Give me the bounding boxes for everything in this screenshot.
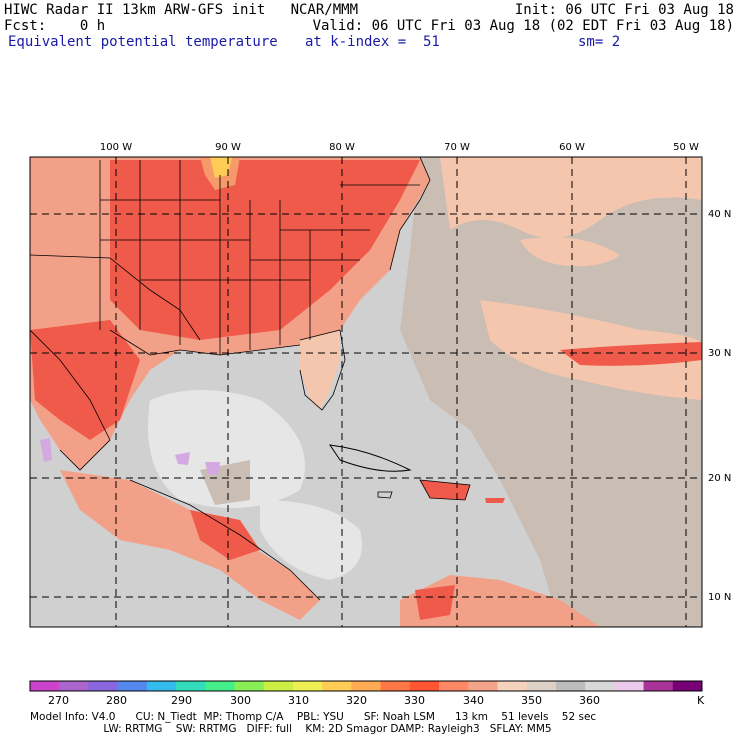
smoothing-value: sm= 2 [578,34,621,50]
central-america-land [60,470,320,620]
colorbar-swatch [409,681,440,691]
map-frame [29,156,703,628]
colorbar-swatch [439,681,469,691]
colorbar-swatch [117,681,148,691]
lavender-spot-3 [205,462,220,475]
colorbar-swatch [263,681,294,691]
colorbar-label: 340 [463,694,484,707]
political-borders [30,157,431,601]
colorbar-swatch [380,681,411,691]
lon-label: 80 W [329,142,355,153]
colorbar-label: 310 [288,694,309,707]
puerto-rico [485,498,505,503]
model-info-line-1: Model Info: V4.0 CU: N_Tiedt MP: Thomp C… [30,711,597,723]
colorbar-label: 330 [404,694,425,707]
colorbar-label: 270 [48,694,69,707]
lavender-spot-2 [175,452,190,465]
mexico-hot-region [30,320,140,440]
k-index-level: at k-index = 51 [305,34,440,50]
colorbar-swatch [351,681,382,691]
colorbar-swatch [205,681,236,691]
colorbar-swatch [643,681,674,691]
atlantic-tan-region [400,157,702,627]
colorbar-swatch [585,681,615,691]
colorbar-label: 320 [346,694,367,707]
colorbar-label: 350 [521,694,542,707]
field-name: Equivalent potential temperature [8,34,278,50]
caribbean-light-region [260,500,362,580]
lon-label: 90 W [215,142,241,153]
florida-region [300,330,340,410]
lat-label: 10 N [708,592,731,603]
cuba-outline [328,444,412,472]
colorbar-label: 300 [230,694,251,707]
lon-label: 50 W [673,142,699,153]
colorbar-swatch [526,681,557,691]
lat-label: 30 N [708,348,731,359]
colorbar-unit: K [697,694,705,707]
colorbar-swatch [468,681,498,691]
colorbar-swatch [88,681,119,691]
map-field [30,157,702,627]
init-time: Init: 06 UTC Fri 03 Aug 18 [514,2,734,18]
colorbar-swatch [555,681,586,691]
lon-label: 100 W [100,142,132,153]
colorbar-swatch [234,681,265,691]
colorbar [29,680,703,692]
valid-time: Valid: 06 UTC Fri 03 Aug 18 (02 EDT Fri … [312,18,734,34]
central-america-hot [190,510,260,560]
colorbar-label: 280 [106,694,127,707]
lon-label: 60 W [559,142,585,153]
model-info-line-2: LW: RRTMG SW: RRTMG DIFF: full KM: 2D Sm… [30,723,552,735]
western-plains [40,160,100,250]
colorbar-swatch [30,681,60,691]
atlantic-red-streak [560,342,702,366]
colorbar-swatch [59,681,89,691]
lat-label: 20 N [708,473,731,484]
colorbar-swatch [322,681,352,691]
title-line-1-left: HIWC Radar II 13km ARW-GFS init NCAR/MMM [4,2,359,18]
colorbar-swatch [176,681,206,691]
colorbar-swatch [146,681,177,691]
colorbar-swatch [672,681,703,691]
lon-label: 70 W [444,142,470,153]
north-atlantic-band [440,157,702,238]
jamaica-outline [377,491,393,499]
colorbar-swatch [292,681,323,691]
forecast-hour: Fcst: 0 h [4,18,106,34]
atlantic-peach-patch [520,237,620,267]
lat-lon-grid [30,157,702,627]
colorbar-frame [29,680,703,692]
colorbar-label: 360 [579,694,600,707]
lat-label: 40 N [708,209,731,220]
great-lakes-yellow [210,157,232,178]
lavender-spot-1 [40,438,52,462]
colorbar-label: 290 [171,694,192,707]
colorbar-swatch [497,681,528,691]
colorbar-swatch [614,681,645,691]
south-america-hot [415,585,455,620]
